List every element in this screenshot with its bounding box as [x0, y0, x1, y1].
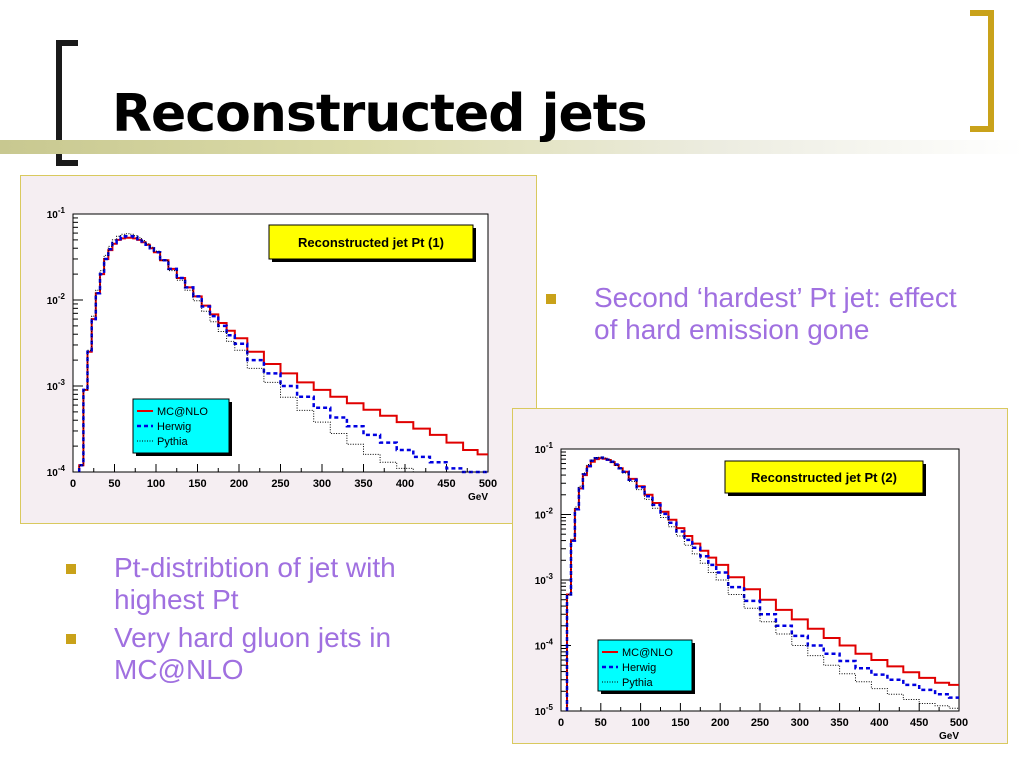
x-tick-label: 100 — [147, 478, 165, 490]
square-bullet-icon — [66, 564, 76, 574]
chart-title: Reconstructed jet Pt (1) — [298, 235, 444, 250]
chart-title: Reconstructed jet Pt (2) — [751, 470, 897, 485]
x-tick-label: 450 — [910, 717, 928, 729]
x-tick-label: 100 — [631, 717, 649, 729]
x-tick-label: 350 — [354, 478, 372, 490]
chart-jet-pt-1: 0 50 100 150 200 250 300 350 400 450 500 GeV 10-1 10-… — [47, 206, 497, 503]
x-tick-label: 400 — [396, 478, 414, 490]
y-tick-label: 10-3 — [47, 378, 66, 393]
x-tick-label: 450 — [437, 478, 455, 490]
y-tick-label: 10-1 — [47, 206, 66, 221]
y-tick-label: 10-3 — [535, 572, 554, 587]
x-axis-label: GeV — [468, 492, 488, 503]
legend-label: Pythia — [157, 436, 188, 448]
square-bullet-icon — [546, 294, 556, 304]
series-line-herwig — [565, 456, 959, 711]
bullet-item: Second ‘hardest’ Pt jet: effect of hard … — [546, 282, 966, 346]
series-line-mc-nlo — [566, 457, 959, 711]
plot-panel-jet-pt-1: 0 50 100 150 200 250 300 350 400 450 500 GeV 10-1 10-… — [20, 175, 537, 524]
y-tick-label: 10-4 — [47, 464, 66, 479]
left-bracket-decoration — [56, 40, 78, 166]
bullet-text: Second ‘hardest’ Pt jet: effect of hard … — [594, 282, 957, 345]
x-tick-label: 500 — [479, 478, 497, 490]
y-tick-label: 10-5 — [535, 703, 554, 718]
x-tick-label: 300 — [313, 478, 331, 490]
x-tick-label: 300 — [791, 717, 809, 729]
slide-title: Reconstructed jets — [112, 84, 648, 144]
square-bullet-icon — [66, 634, 76, 644]
x-tick-label: 0 — [558, 717, 564, 729]
legend-label: Herwig — [622, 662, 656, 674]
y-tick-label: 10-2 — [47, 292, 66, 307]
x-tick-label: 200 — [711, 717, 729, 729]
x-tick-label: 400 — [870, 717, 888, 729]
x-tick-label: 150 — [671, 717, 689, 729]
right-bracket-decoration — [970, 10, 994, 132]
bullet-list-left: Pt-distribtion of jet with highest Pt Ve… — [66, 552, 486, 692]
bullet-text: Pt-distribtion of jet with highest Pt — [114, 552, 396, 615]
bullet-item: Pt-distribtion of jet with highest Pt — [66, 552, 486, 616]
series-line-pythia — [566, 456, 959, 711]
title-underline-bar — [0, 140, 1024, 154]
x-tick-label: 250 — [751, 717, 769, 729]
title-box — [724, 460, 924, 494]
x-axis-label: GeV — [939, 731, 959, 742]
x-tick-label: 150 — [188, 478, 206, 490]
x-tick-label: 0 — [70, 478, 76, 490]
legend-label: Herwig — [157, 421, 191, 433]
y-tick-label: 10-1 — [535, 441, 554, 456]
x-tick-label: 250 — [271, 478, 289, 490]
legend-box — [597, 639, 693, 692]
chart-jet-pt-2: 0 50 100 150 200 250 300 350 400 450 500 GeV 10-1 10-… — [535, 441, 968, 742]
x-tick-label: 350 — [830, 717, 848, 729]
x-tick-label: 50 — [108, 478, 120, 490]
series-line-pythia — [78, 233, 488, 473]
plot-panel-jet-pt-2: 0 50 100 150 200 250 300 350 400 450 500 GeV 10-1 10-… — [512, 408, 1008, 744]
legend-box — [132, 398, 230, 454]
bullet-list-right: Second ‘hardest’ Pt jet: effect of hard … — [546, 282, 966, 352]
bullet-item: Very hard gluon jets in MC@NLO — [66, 622, 486, 686]
y-tick-label: 10-2 — [535, 507, 554, 522]
x-tick-label: 500 — [950, 717, 968, 729]
x-tick-label: 200 — [230, 478, 248, 490]
x-tick-label: 50 — [595, 717, 607, 729]
legend-label: MC@NLO — [157, 406, 208, 418]
bullet-text: Very hard gluon jets in MC@NLO — [114, 622, 392, 685]
legend-label: MC@NLO — [622, 647, 673, 659]
legend-label: Pythia — [622, 677, 653, 689]
y-tick-label: 10-4 — [535, 638, 554, 653]
title-box — [268, 224, 474, 260]
